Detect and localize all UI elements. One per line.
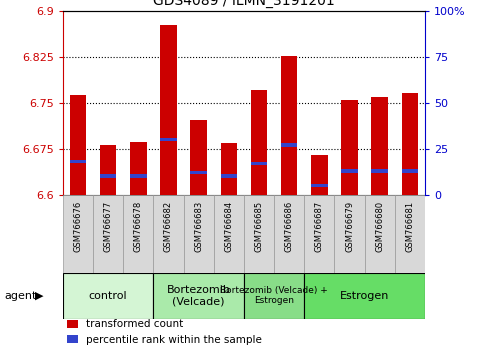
- Text: GSM766683: GSM766683: [194, 201, 203, 252]
- Bar: [281, 56, 298, 195]
- Text: Bortezomib (Velcade) +
Estrogen: Bortezomib (Velcade) + Estrogen: [220, 286, 328, 305]
- Bar: [402, 169, 418, 173]
- Bar: [311, 155, 327, 195]
- Title: GDS4089 / ILMN_3191201: GDS4089 / ILMN_3191201: [153, 0, 335, 8]
- Bar: [63, 273, 154, 319]
- Bar: [334, 195, 365, 273]
- Bar: [365, 195, 395, 273]
- Text: GSM766680: GSM766680: [375, 201, 384, 252]
- Text: control: control: [89, 291, 128, 301]
- Bar: [130, 175, 146, 178]
- Bar: [154, 273, 244, 319]
- Bar: [130, 142, 146, 195]
- Bar: [311, 184, 327, 187]
- Bar: [341, 169, 358, 173]
- Bar: [213, 195, 244, 273]
- Bar: [371, 169, 388, 173]
- Text: ▶: ▶: [35, 291, 43, 301]
- Text: GSM766685: GSM766685: [255, 201, 264, 252]
- Bar: [304, 273, 425, 319]
- Bar: [184, 195, 213, 273]
- Text: Bortezomib
(Velcade): Bortezomib (Velcade): [167, 285, 230, 307]
- Bar: [402, 93, 418, 195]
- Bar: [63, 195, 93, 273]
- Bar: [70, 160, 86, 164]
- Text: Estrogen: Estrogen: [340, 291, 389, 301]
- Bar: [221, 175, 237, 178]
- Text: GSM766678: GSM766678: [134, 201, 143, 252]
- Text: GSM766679: GSM766679: [345, 201, 354, 252]
- Bar: [160, 25, 177, 195]
- Bar: [190, 171, 207, 175]
- Bar: [100, 175, 116, 178]
- Bar: [341, 99, 358, 195]
- Bar: [281, 143, 298, 147]
- Bar: [251, 161, 267, 165]
- Bar: [244, 195, 274, 273]
- Text: GSM766681: GSM766681: [405, 201, 414, 252]
- Bar: [154, 195, 184, 273]
- Bar: [93, 195, 123, 273]
- Text: GSM766686: GSM766686: [284, 201, 294, 252]
- Bar: [221, 143, 237, 195]
- Text: GSM766682: GSM766682: [164, 201, 173, 252]
- Bar: [371, 97, 388, 195]
- Bar: [190, 120, 207, 195]
- Text: GSM766684: GSM766684: [224, 201, 233, 252]
- Text: agent: agent: [5, 291, 37, 301]
- Bar: [160, 138, 177, 141]
- Text: GSM766677: GSM766677: [103, 201, 113, 252]
- Text: GSM766676: GSM766676: [73, 201, 83, 252]
- Bar: [123, 195, 154, 273]
- Bar: [70, 95, 86, 195]
- Bar: [100, 145, 116, 195]
- Bar: [304, 195, 334, 273]
- Bar: [244, 273, 304, 319]
- Bar: [395, 195, 425, 273]
- Bar: [251, 90, 267, 195]
- Text: GSM766687: GSM766687: [315, 201, 324, 252]
- Bar: [274, 195, 304, 273]
- Legend: transformed count, percentile rank within the sample: transformed count, percentile rank withi…: [63, 315, 266, 349]
